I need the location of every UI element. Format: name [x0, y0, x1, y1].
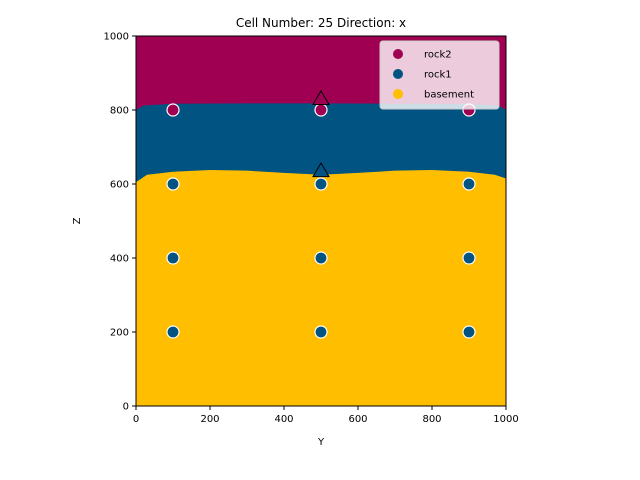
surface-point — [462, 177, 476, 191]
surface-point — [314, 103, 328, 117]
surface-point — [314, 177, 328, 191]
x-tick-label: 800 — [422, 414, 441, 425]
legend-label: basement — [424, 90, 474, 101]
x-tick-label: 1000 — [493, 414, 518, 425]
legend-marker — [393, 69, 403, 79]
legend-marker — [393, 49, 403, 59]
surface-point — [166, 177, 180, 191]
y-tick-label: 200 — [110, 328, 129, 339]
y-axis-label: Z — [72, 217, 83, 224]
orientation-marker — [312, 89, 330, 105]
y-tick-label: 600 — [110, 180, 129, 191]
chart-title: Cell Number: 25 Direction: x — [236, 16, 406, 30]
legend-box — [379, 40, 500, 110]
y-tick-label: 400 — [110, 254, 129, 265]
y-axis: 0 200 400 600 800 1000 — [104, 32, 136, 413]
plot-frame — [135, 35, 507, 407]
legend: rock2 rock1 basement — [379, 40, 500, 110]
y-tick-label: 1000 — [104, 32, 129, 43]
x-axis-label: Y — [317, 437, 325, 448]
legend-label: rock2 — [424, 50, 452, 61]
surface-point — [166, 251, 180, 265]
surface-point — [166, 325, 180, 339]
x-tick-label: 200 — [200, 414, 219, 425]
surface-point — [314, 325, 328, 339]
x-tick-label: 600 — [348, 414, 367, 425]
x-axis: 0 200 400 600 800 1000 — [133, 406, 519, 425]
x-tick-label: 400 — [274, 414, 293, 425]
legend-marker — [393, 89, 403, 99]
surface-point — [314, 251, 328, 265]
y-tick-label: 800 — [110, 106, 129, 117]
legend-label: rock1 — [424, 70, 452, 81]
y-tick-label: 0 — [123, 402, 129, 413]
orientation-marker — [312, 162, 330, 178]
surface-point — [462, 251, 476, 265]
surface-point — [462, 325, 476, 339]
x-tick-label: 0 — [133, 414, 139, 425]
surface-point — [166, 103, 180, 117]
